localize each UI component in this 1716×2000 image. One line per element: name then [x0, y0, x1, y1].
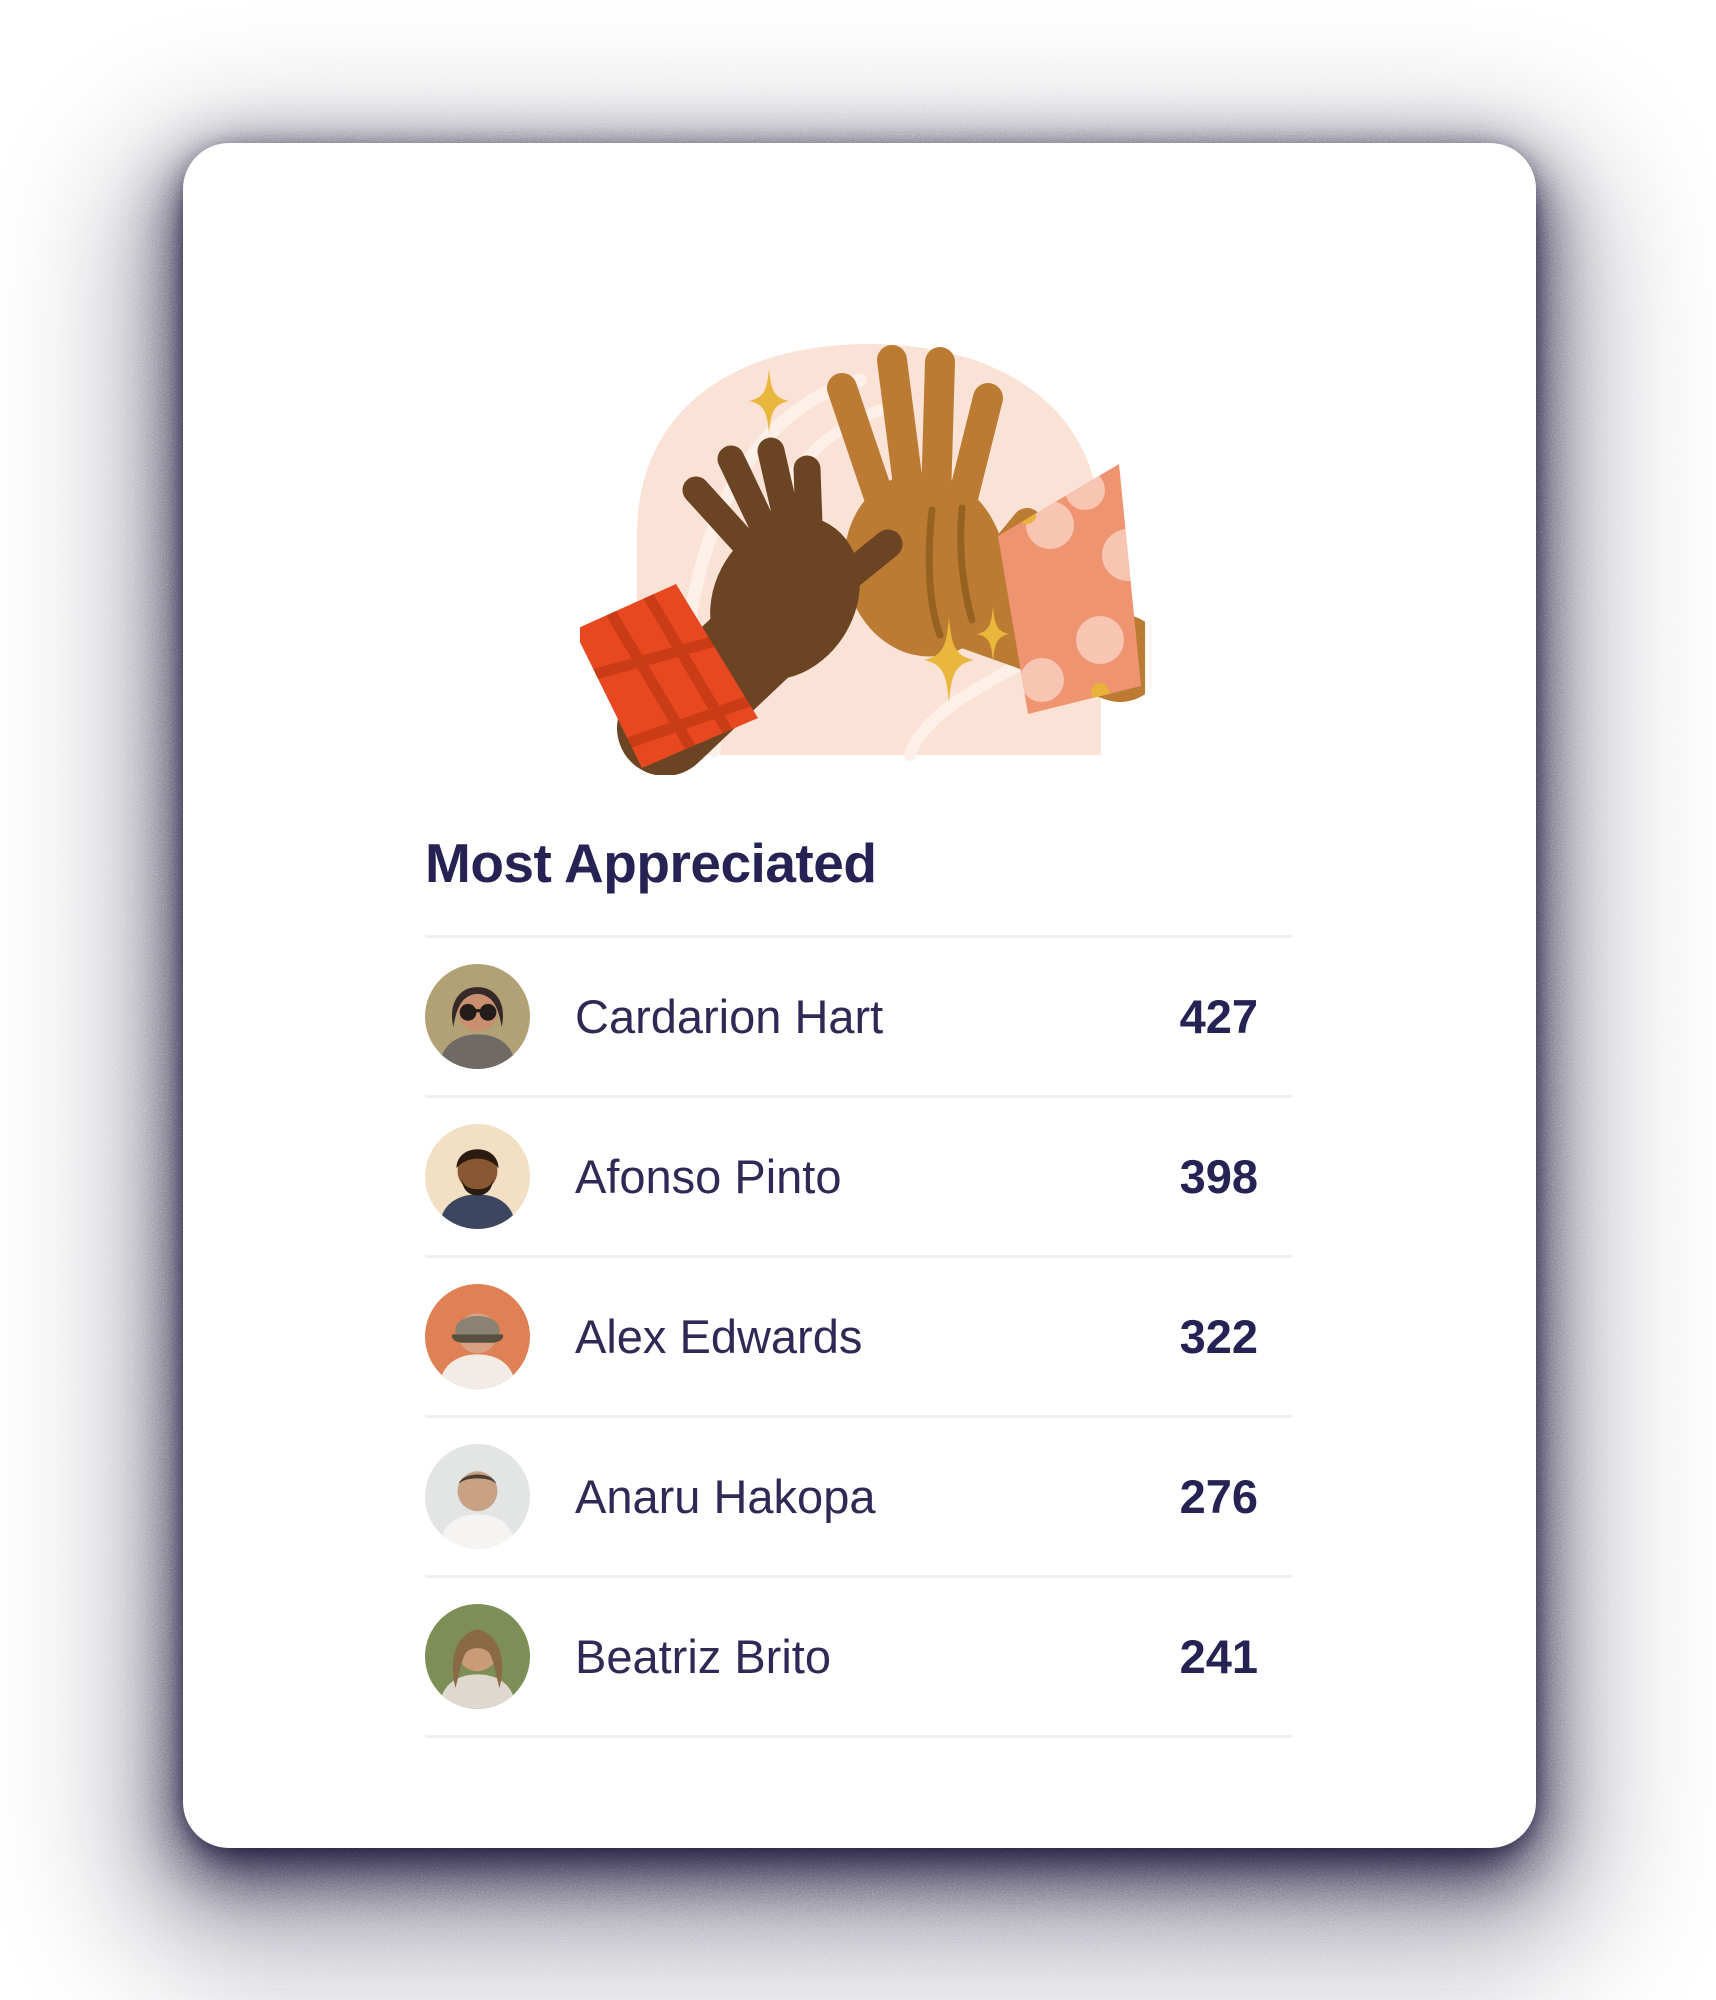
list-item-alex-edwards[interactable]: Alex Edwards 322: [425, 1255, 1292, 1415]
avatar: [425, 1444, 530, 1549]
appreciation-count: 398: [1179, 1150, 1258, 1203]
appreciation-count: 322: [1179, 1310, 1258, 1363]
avatar: [425, 964, 530, 1069]
high-five-illustration: [580, 340, 1145, 775]
avatar: [425, 1124, 530, 1229]
list-item-cardarion-hart[interactable]: Cardarion Hart 427: [425, 935, 1292, 1095]
appreciation-count: 276: [1179, 1470, 1258, 1523]
cap-brim-icon: [451, 1334, 504, 1343]
most-appreciated-card: Most Appreciated: [183, 143, 1536, 1848]
two-hands-high-five-icon: [580, 344, 1145, 775]
person-name: Afonso Pinto: [575, 1150, 842, 1203]
avatar: [425, 1284, 530, 1389]
bearded-man-avatar-icon: [425, 1124, 530, 1229]
woman-sunglasses-avatar-icon: [425, 964, 530, 1069]
baseball-cap-avatar-icon: [425, 1284, 530, 1389]
card-container: Most Appreciated: [43, 3, 1676, 1988]
list-item-beatriz-brito[interactable]: Beatriz Brito 241: [425, 1575, 1292, 1735]
appreciation-count: 241: [1179, 1630, 1258, 1683]
avatar: [425, 1604, 530, 1709]
long-hair-woman-avatar-icon: [425, 1604, 530, 1709]
person-name: Beatriz Brito: [575, 1630, 831, 1683]
page-title: Most Appreciated: [425, 832, 877, 894]
list-item-afonso-pinto[interactable]: Afonso Pinto 398: [425, 1095, 1292, 1255]
leaderboard-list: Cardarion Hart 427 Afonso Pin: [425, 935, 1292, 1738]
man-polo-avatar-icon: [425, 1444, 530, 1549]
person-name: Alex Edwards: [575, 1310, 863, 1363]
list-item-anaru-hakopa[interactable]: Anaru Hakopa 276: [425, 1415, 1292, 1575]
person-name: Cardarion Hart: [575, 990, 884, 1043]
appreciation-count: 427: [1179, 990, 1258, 1043]
person-name: Anaru Hakopa: [575, 1470, 876, 1523]
